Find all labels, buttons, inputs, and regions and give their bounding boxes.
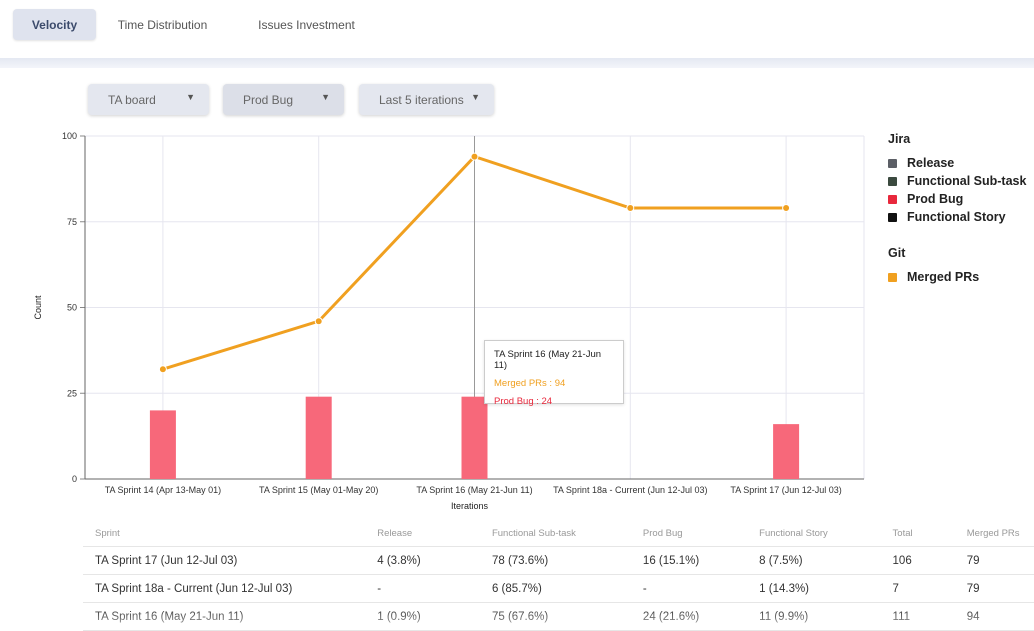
legend-swatch bbox=[888, 212, 897, 222]
table-cell: 79 bbox=[954, 574, 1034, 603]
y-tick-label: 50 bbox=[67, 303, 77, 313]
chart-tooltip: TA Sprint 16 (May 21-Jun 11) Merged PRs … bbox=[484, 340, 624, 407]
point-merged-prs bbox=[626, 204, 635, 213]
velocity-chart: 0 25 50 75 100 TA Sprint 14 (Apr 13-May 01) TA… bbox=[33, 131, 865, 511]
table-cell: 8 (7.5%) bbox=[747, 546, 881, 575]
issue-type-select[interactable]: Prod Bug ▼ bbox=[223, 84, 344, 115]
bar-prod-bug bbox=[305, 396, 332, 479]
legend-item-prod-bug[interactable]: Prod Bug bbox=[888, 190, 1026, 208]
x-tick-label: TA Sprint 18a - Current (Jun 12-Jul 03) bbox=[553, 485, 707, 495]
tooltip-title: TA Sprint 16 (May 21-Jun 11) bbox=[494, 349, 602, 371]
legend-swatch bbox=[888, 194, 897, 204]
table-cell: TA Sprint 18a - Current (Jun 12-Jul 03) bbox=[83, 574, 366, 603]
legend-item-functional-story[interactable]: Functional Story bbox=[888, 208, 1026, 226]
table-row[interactable]: TA Sprint 16 (May 21-Jun 11) 1 (0.9%) 75 (… bbox=[83, 602, 1034, 631]
table-cell: 6 (85.7%) bbox=[479, 574, 631, 603]
x-tick-label: TA Sprint 14 (Apr 13-May 01) bbox=[105, 485, 221, 495]
x-tick-label: TA Sprint 17 (Jun 12-Jul 03) bbox=[730, 485, 841, 495]
chart-legend: Jira Release Functional Sub-task Prod Bug F… bbox=[888, 132, 1026, 286]
legend-item-release[interactable]: Release bbox=[888, 154, 1026, 172]
table-cell: 111 bbox=[880, 602, 955, 631]
legend-label: Release bbox=[907, 156, 955, 170]
table-row[interactable]: TA Sprint 18a - Current (Jun 12-Jul 03) -… bbox=[83, 574, 1034, 603]
tooltip-merged-prs: Merged PRs : 94 bbox=[494, 378, 566, 389]
table-cell: 4 (3.8%) bbox=[365, 546, 480, 575]
table-cell: 1 (14.3%) bbox=[747, 574, 881, 603]
legend-label: Merged PRs bbox=[907, 270, 980, 284]
sprint-summary-table: Sprint Release Functional Sub-task Prod Bug… bbox=[83, 520, 1034, 631]
tab-time-distribution[interactable]: Time Distribution bbox=[117, 17, 208, 32]
legend-swatch bbox=[888, 272, 897, 282]
legend-label: Functional Sub-task bbox=[907, 174, 1027, 188]
table-cell: 16 (15.1%) bbox=[630, 546, 748, 575]
y-tick-label: 100 bbox=[62, 131, 77, 141]
issue-type-select-value: Prod Bug bbox=[243, 92, 294, 107]
table-cell: TA Sprint 16 (May 21-Jun 11) bbox=[83, 602, 366, 631]
column-header[interactable]: Total bbox=[880, 520, 955, 547]
tooltip-prod-bug: Prod Bug : 24 bbox=[494, 396, 553, 407]
table-cell: 78 (73.6%) bbox=[479, 546, 631, 575]
column-header[interactable]: Release bbox=[365, 520, 480, 547]
column-header[interactable]: Prod Bug bbox=[630, 520, 748, 547]
table-row[interactable]: TA Sprint 17 (Jun 12-Jul 03) 4 (3.8%) 78 (… bbox=[83, 546, 1034, 575]
column-header[interactable]: Sprint bbox=[83, 520, 366, 547]
x-tick-label: TA Sprint 15 (May 01-May 20) bbox=[259, 485, 378, 495]
table-cell: 79 bbox=[954, 546, 1034, 575]
legend-jira-title: Jira bbox=[888, 132, 911, 146]
x-axis-title: Iterations bbox=[451, 501, 489, 511]
iterations-select[interactable]: Last 5 iterations ▼ bbox=[359, 84, 494, 115]
board-select[interactable]: TA board ▼ bbox=[88, 84, 209, 115]
legend-item-functional-sub-task[interactable]: Functional Sub-task bbox=[888, 172, 1026, 190]
table-cell: 1 (0.9%) bbox=[365, 602, 480, 631]
legend-label: Prod Bug bbox=[907, 192, 964, 206]
table-cell: 24 (21.6%) bbox=[630, 602, 748, 631]
table-cell: 106 bbox=[880, 546, 955, 575]
bar-prod-bug bbox=[149, 410, 176, 479]
table-cell: 75 (67.6%) bbox=[479, 602, 631, 631]
point-merged-prs bbox=[782, 204, 791, 213]
board-select-value: TA board bbox=[108, 92, 156, 107]
bar-prod-bug bbox=[461, 396, 488, 479]
y-tick-label: 25 bbox=[67, 388, 77, 398]
column-header[interactable]: Functional Sub-task bbox=[479, 520, 631, 547]
legend-swatch bbox=[888, 158, 897, 168]
y-tick-label: 0 bbox=[72, 474, 77, 484]
table-cell: 94 bbox=[954, 602, 1034, 631]
chevron-down-icon: ▼ bbox=[186, 91, 195, 102]
tab-velocity[interactable]: Velocity bbox=[13, 9, 96, 40]
table-cell: - bbox=[630, 574, 748, 603]
column-header[interactable]: Merged PRs bbox=[954, 520, 1034, 547]
y-axis-title: Count bbox=[33, 295, 43, 320]
tab-bar: Velocity Time Distribution Issues Invest… bbox=[13, 9, 384, 40]
chevron-down-icon: ▼ bbox=[321, 91, 330, 102]
header-divider bbox=[0, 58, 1034, 68]
iterations-select-value: Last 5 iterations bbox=[379, 92, 464, 107]
legend-git-title: Git bbox=[888, 246, 906, 260]
table-cell: TA Sprint 17 (Jun 12-Jul 03) bbox=[83, 546, 366, 575]
y-tick-label: 75 bbox=[67, 217, 77, 227]
column-header[interactable]: Functional Story bbox=[747, 520, 881, 547]
bar-prod-bug bbox=[773, 424, 800, 479]
legend-label: Functional Story bbox=[907, 210, 1006, 224]
chevron-down-icon: ▼ bbox=[471, 91, 480, 102]
legend-item-merged-prs[interactable]: Merged PRs bbox=[888, 268, 1026, 286]
tab-issues-investment[interactable]: Issues Investment bbox=[258, 17, 355, 32]
table-cell: 7 bbox=[880, 574, 955, 603]
table-cell: - bbox=[365, 574, 480, 603]
point-merged-prs bbox=[314, 317, 323, 326]
point-merged-prs bbox=[470, 152, 479, 161]
legend-swatch bbox=[888, 176, 897, 186]
point-merged-prs bbox=[158, 365, 167, 374]
table-cell: 11 (9.9%) bbox=[747, 602, 881, 631]
x-tick-label: TA Sprint 16 (May 21-Jun 11) bbox=[416, 485, 532, 495]
